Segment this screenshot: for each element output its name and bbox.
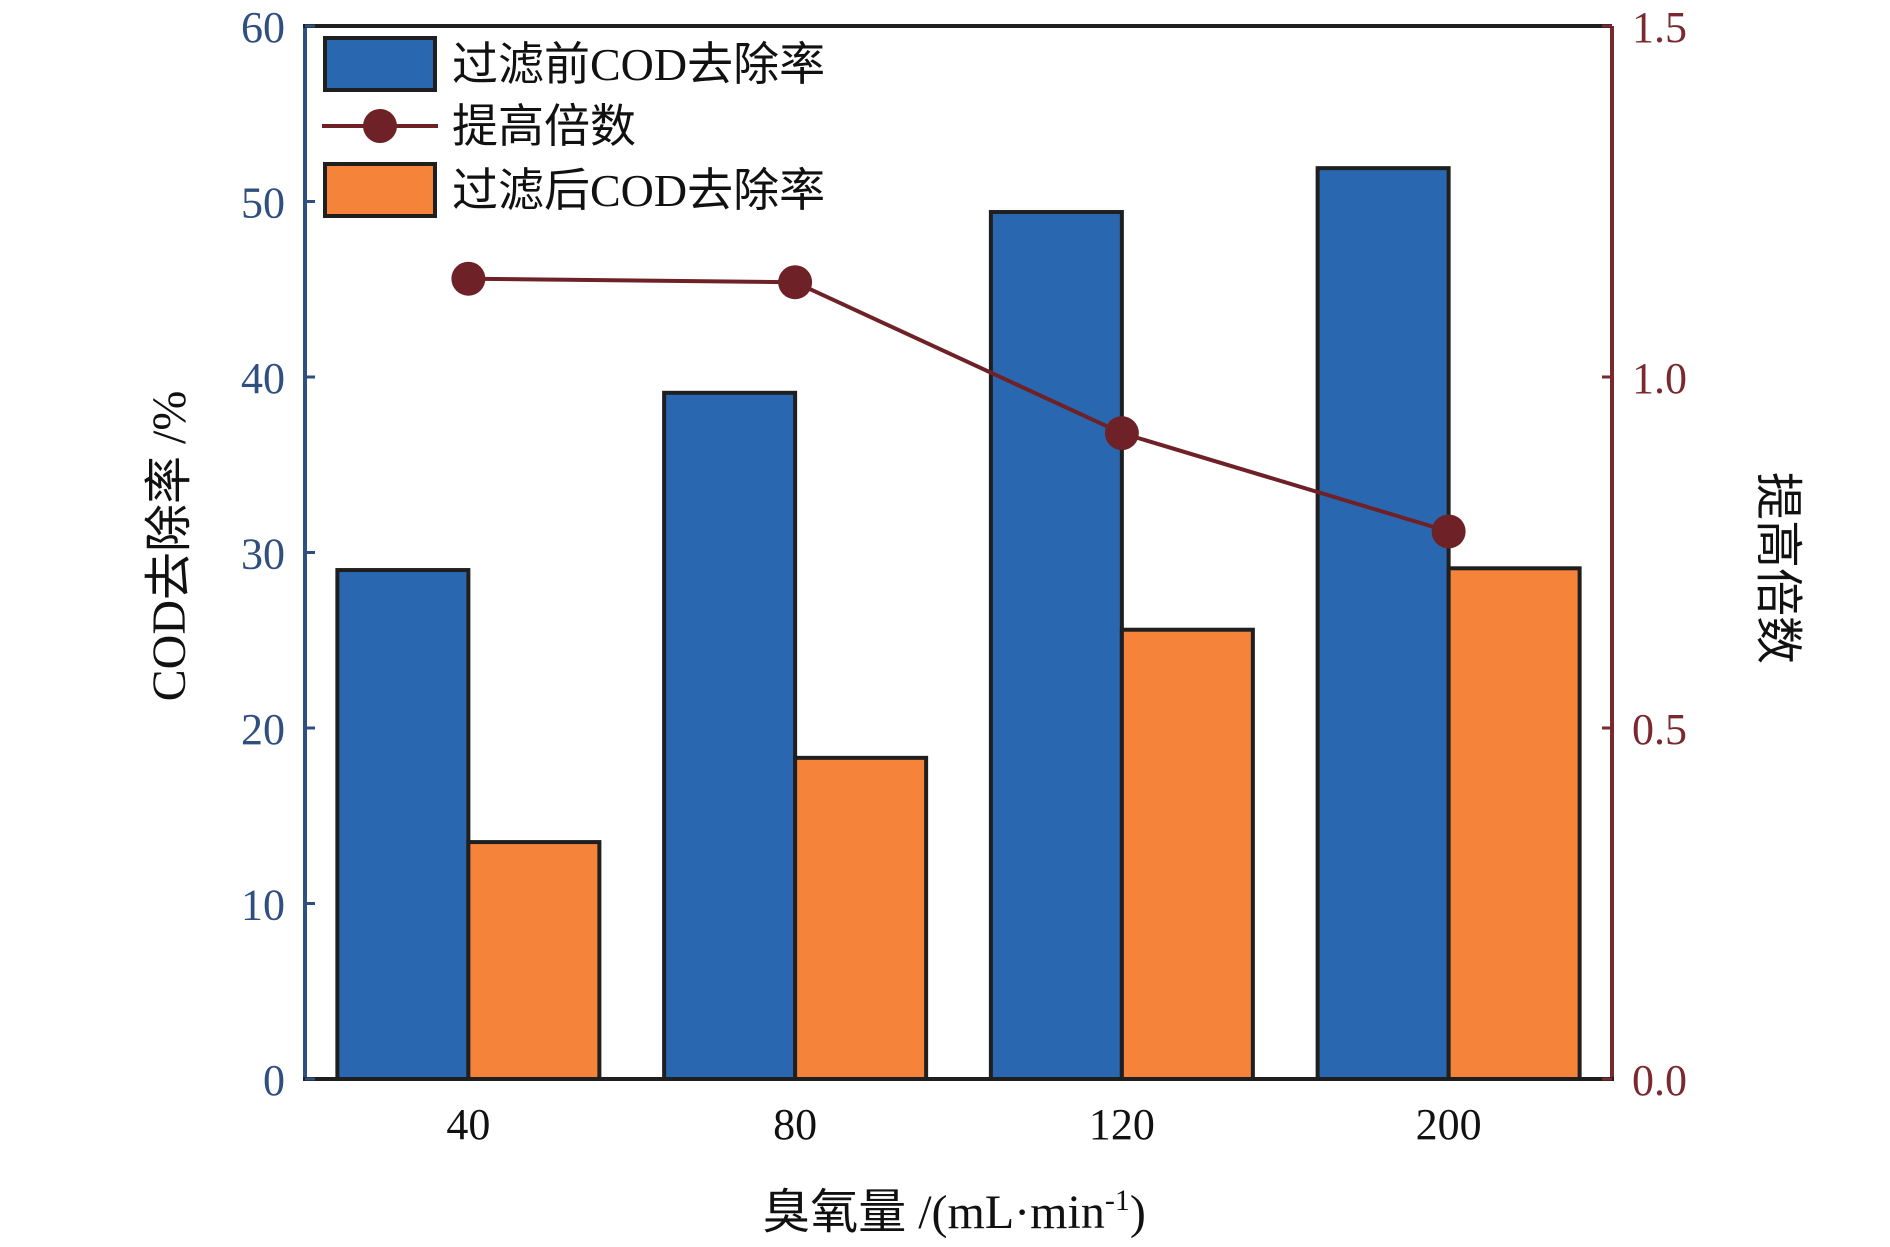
y-tick-label-20: 20	[241, 705, 285, 754]
legend-label-ratio: 提高倍数	[452, 101, 636, 152]
legend-swatch-after	[323, 162, 437, 218]
y-axis-title: COD去除率 /%	[143, 391, 196, 702]
bar-before-80	[662, 390, 798, 1082]
bars-layer	[335, 166, 1582, 1082]
x-tick-label-40: 40	[446, 1100, 490, 1149]
bar-before-40	[335, 568, 471, 1081]
y-axis-right-title: 提高倍数	[1751, 472, 1804, 664]
y-tick-label-50: 50	[241, 179, 285, 228]
x-axis-title-close: )	[1130, 1186, 1146, 1239]
line-layer	[451, 261, 1466, 549]
y-right-tick-label-0.5: 0.5	[1632, 705, 1687, 754]
y-right-tick-label-1.0: 1.0	[1632, 354, 1687, 403]
legend-label-after: 过滤后COD去除率	[452, 165, 825, 216]
y-tick-label-0: 0	[263, 1056, 285, 1105]
legend: 过滤前COD去除率 提高倍数 过滤后COD去除率	[322, 36, 825, 218]
y-right-tick-label-1.5: 1.5	[1632, 3, 1687, 52]
ratio-point-80	[778, 265, 813, 300]
x-axis-title-main: 臭氧量 /(mL·min	[762, 1186, 1105, 1239]
y-tick-label-60: 60	[241, 3, 285, 52]
legend-swatch-before	[323, 36, 437, 92]
y-right-tick-label-0.0: 0.0	[1632, 1056, 1687, 1105]
y-tick-label-10: 10	[241, 881, 285, 930]
y-tick-label-30: 30	[241, 530, 285, 579]
x-tick-label-80: 80	[773, 1100, 817, 1149]
x-tick-label-120: 120	[1089, 1100, 1155, 1149]
bar-after-80	[793, 755, 929, 1082]
x-axis-title: 臭氧量 /(mL·min-1)	[762, 1184, 1146, 1239]
bar-before-120	[988, 210, 1124, 1081]
legend-label-before: 过滤前COD去除率	[452, 39, 825, 90]
ratio-point-200	[1431, 514, 1466, 549]
ratio-line	[468, 276, 1450, 534]
bar-after-40	[466, 840, 602, 1082]
x-axis-title-sup: -1	[1105, 1184, 1130, 1217]
y-tick-label-40: 40	[241, 354, 285, 403]
bar-after-200	[1446, 566, 1582, 1081]
ratio-point-40	[451, 261, 486, 296]
legend-line-marker	[363, 109, 397, 143]
bar-before-200	[1315, 166, 1451, 1081]
bar-after-120	[1119, 627, 1255, 1081]
axes-layer: 0 10 20 30 40 50 60 0.0 0.5 1.0 1.5 40 80 120 200	[241, 3, 1687, 1149]
ratio-point-120	[1104, 416, 1139, 451]
x-tick-label-200: 200	[1416, 1100, 1482, 1149]
